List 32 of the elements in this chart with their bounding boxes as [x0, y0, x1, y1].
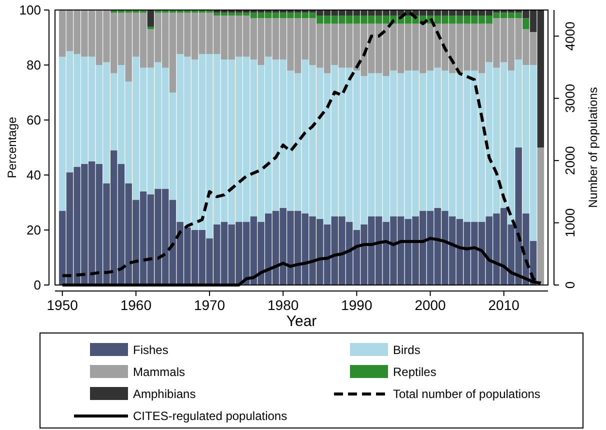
legend-label: Birds	[393, 343, 420, 357]
legend-label: CITES-regulated populations	[133, 409, 288, 423]
legend-label: Mammals	[133, 365, 186, 379]
x-tick-label: 1960	[120, 297, 152, 313]
y-tick-label: 20	[26, 222, 41, 238]
x-tick-label: 1970	[194, 297, 226, 313]
y-axis-title: Percentage	[5, 116, 19, 178]
y-tick-label: 60	[26, 112, 41, 128]
x-tick-label: 1990	[341, 297, 372, 313]
y-tick-label: 100	[19, 2, 41, 18]
y2-tick-label: 2000	[562, 146, 578, 176]
legend-label: Total number of populations	[393, 387, 540, 401]
x-tick-label: 2000	[414, 297, 446, 313]
y-tick-label: 40	[26, 168, 41, 182]
x-tick-label: 1950	[46, 297, 78, 313]
y-tick-label: 0	[34, 278, 41, 292]
y2-tick-label: 3000	[562, 84, 578, 113]
y2-axis-title: Number of populations	[586, 87, 600, 208]
y2-tick-label: 1000	[562, 208, 578, 238]
bar	[522, 18, 530, 30]
bar	[147, 10, 154, 26]
x-tick-label: 1980	[268, 297, 299, 313]
x-tick-label: 2010	[488, 297, 520, 313]
y2-tick-label: 4000	[562, 22, 578, 51]
bar	[537, 148, 544, 285]
legend-label: Amphibians	[133, 387, 196, 401]
legend-label: Fishes	[133, 343, 168, 357]
x-axis-title: Year	[286, 313, 317, 330]
y2-tick-label: 0	[562, 281, 578, 289]
legend-label: Reptiles	[393, 365, 436, 379]
y-tick-label: 80	[26, 58, 41, 72]
bar	[147, 26, 154, 30]
